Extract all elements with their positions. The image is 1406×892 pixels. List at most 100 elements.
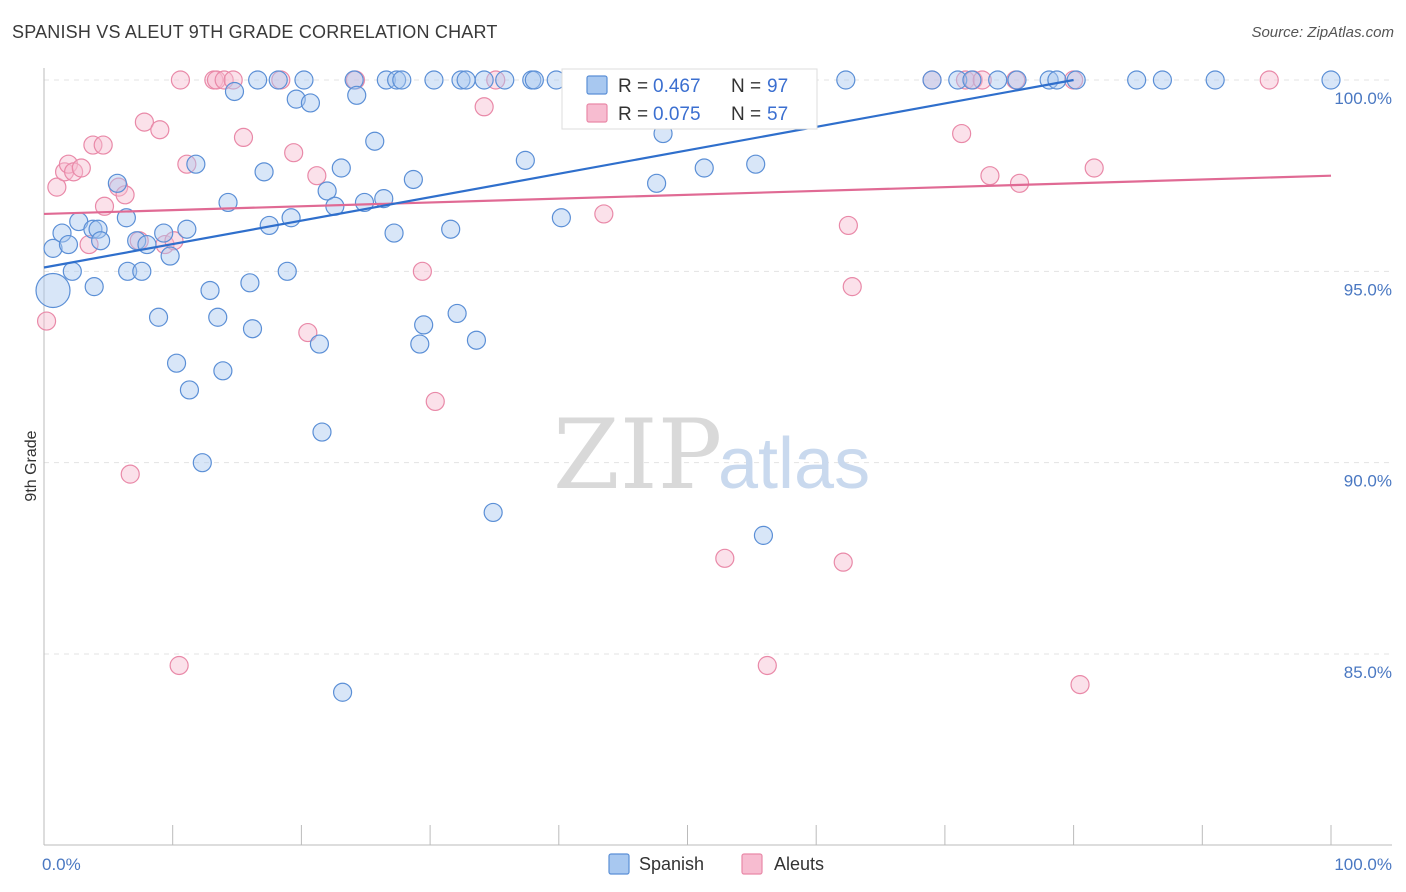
aleut-point bbox=[115, 185, 135, 205]
x-tick-label-1: 100.0% bbox=[1334, 855, 1392, 874]
y-axis-label: 9th Grade bbox=[23, 430, 40, 501]
aleut-point bbox=[298, 322, 318, 343]
axes-layer bbox=[43, 68, 1392, 846]
y-tick-label-2: 95.0% bbox=[1344, 280, 1392, 299]
chart-title: SPANISH VS ALEUT 9TH GRADE CORRELATION C… bbox=[12, 22, 498, 42]
spanish-point bbox=[177, 219, 197, 239]
aleut-point bbox=[412, 261, 432, 281]
bottom-legend-label-aleut: Aleuts bbox=[774, 854, 824, 874]
spanish-point bbox=[242, 319, 263, 339]
spanish-point bbox=[354, 192, 375, 213]
tick-labels: 85.0% 90.0% 95.0% 100.0% 0.0% 100.0% bbox=[42, 89, 1392, 874]
spanish-point bbox=[213, 361, 233, 381]
aleut-point bbox=[233, 127, 254, 147]
aleut-point bbox=[150, 120, 170, 140]
spanish-point bbox=[43, 238, 63, 258]
aleut-trend-line bbox=[43, 174, 1332, 216]
spanish-point bbox=[166, 353, 187, 373]
aleut-point bbox=[47, 177, 67, 197]
spanish-point bbox=[344, 70, 364, 90]
spanish-point bbox=[294, 70, 314, 90]
aleut-point bbox=[1084, 158, 1104, 178]
grid-layer bbox=[44, 79, 1392, 655]
spanish-point bbox=[1152, 70, 1173, 90]
aleut-point bbox=[1009, 173, 1030, 193]
aleut-point bbox=[1070, 675, 1090, 695]
spanish-point bbox=[392, 70, 412, 90]
aleut-point bbox=[715, 548, 735, 568]
aleut-point bbox=[134, 112, 154, 132]
legend-n-label-aleut: N = bbox=[731, 104, 761, 125]
spanish-point bbox=[254, 162, 274, 182]
spanish-point bbox=[466, 330, 487, 350]
spanish-point bbox=[988, 70, 1008, 90]
spanish-point bbox=[132, 261, 152, 281]
bottom-legend: Spanish Aleuts bbox=[608, 853, 824, 875]
aleut-point bbox=[93, 135, 113, 155]
aleut-point bbox=[594, 204, 614, 224]
spanish-point bbox=[424, 70, 444, 90]
spanish-point bbox=[248, 70, 268, 90]
aleut-points bbox=[36, 70, 1279, 695]
trend-lines bbox=[43, 78, 1332, 269]
bottom-legend-swatch-aleut bbox=[741, 853, 763, 875]
aleut-point bbox=[36, 311, 57, 331]
aleut-point bbox=[71, 158, 91, 178]
spanish-point bbox=[332, 682, 353, 702]
spanish-point bbox=[317, 181, 337, 201]
spanish-point bbox=[118, 261, 138, 281]
aleut-point bbox=[83, 135, 103, 155]
spanish-point bbox=[1205, 70, 1225, 90]
bottom-legend-swatch-spanish bbox=[608, 853, 630, 875]
spanish-point bbox=[410, 334, 430, 354]
legend-n-label-spanish: N = bbox=[731, 76, 761, 97]
aleut-point bbox=[284, 143, 304, 163]
y-tick-label-1: 90.0% bbox=[1344, 472, 1392, 491]
aleut-point bbox=[1259, 70, 1279, 90]
spanish-point bbox=[83, 219, 103, 239]
spanish-point bbox=[694, 158, 714, 178]
spanish-point bbox=[35, 272, 71, 309]
aleut-point bbox=[79, 234, 99, 255]
spanish-point bbox=[376, 70, 396, 90]
aleut-point bbox=[955, 70, 976, 90]
y-tick-label-0: 85.0% bbox=[1344, 663, 1392, 682]
aleut-point bbox=[474, 97, 494, 117]
spanish-point bbox=[58, 234, 79, 255]
spanish-point bbox=[179, 380, 200, 400]
spanish-point bbox=[456, 70, 476, 90]
legend-r-value-aleut: 0.075 bbox=[653, 104, 701, 125]
spanish-point bbox=[148, 307, 169, 327]
aleut-point bbox=[170, 70, 191, 90]
spanish-point bbox=[268, 70, 288, 90]
spanish-point bbox=[218, 192, 238, 213]
spanish-point bbox=[347, 85, 367, 105]
spanish-point bbox=[962, 70, 982, 90]
spanish-point bbox=[474, 70, 494, 90]
spanish-point bbox=[1047, 70, 1067, 90]
spanish-point bbox=[746, 154, 766, 174]
spanish-point bbox=[160, 246, 180, 266]
legend-swatch-aleut bbox=[586, 103, 608, 123]
spanish-point bbox=[286, 89, 306, 109]
spanish-trend-line bbox=[43, 78, 1074, 269]
spanish-point bbox=[836, 70, 856, 90]
spanish-points bbox=[35, 70, 1341, 702]
legend-r-value-spanish: 0.467 bbox=[653, 76, 701, 97]
spanish-point bbox=[240, 273, 260, 293]
spanish-point bbox=[524, 70, 544, 90]
spanish-point bbox=[224, 81, 245, 102]
watermark-zip: ZIP bbox=[553, 399, 722, 511]
aleut-point bbox=[972, 70, 992, 90]
y-tick-label-3: 100.0% bbox=[1334, 89, 1392, 108]
aleut-point bbox=[757, 655, 777, 676]
spanish-point bbox=[1127, 70, 1147, 90]
spanish-point bbox=[154, 223, 174, 243]
spanish-point bbox=[515, 150, 535, 170]
spanish-point bbox=[447, 303, 467, 324]
x-tick-label-0: 0.0% bbox=[42, 855, 81, 874]
legend-n-value-spanish: 97 bbox=[767, 76, 788, 97]
spanish-point bbox=[948, 70, 968, 90]
spanish-point bbox=[300, 93, 321, 113]
